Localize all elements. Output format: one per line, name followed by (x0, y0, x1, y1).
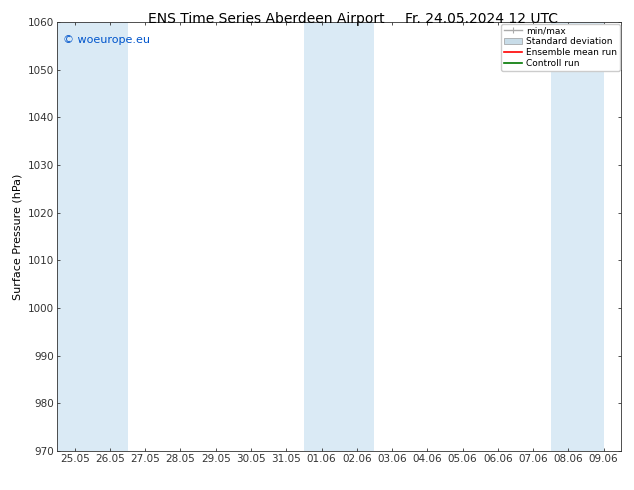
Bar (339, 22, 375, 451)
Bar (57, 22, 93, 451)
Bar (551, 22, 604, 451)
Bar (93, 22, 127, 451)
Legend: min/max, Standard deviation, Ensemble mean run, Controll run: min/max, Standard deviation, Ensemble me… (501, 24, 619, 71)
Y-axis label: Surface Pressure (hPa): Surface Pressure (hPa) (13, 173, 22, 299)
Text: ENS Time Series Aberdeen Airport: ENS Time Series Aberdeen Airport (148, 12, 385, 26)
Text: Fr. 24.05.2024 12 UTC: Fr. 24.05.2024 12 UTC (405, 12, 559, 26)
Bar (304, 22, 339, 451)
Text: © woeurope.eu: © woeurope.eu (63, 35, 150, 45)
